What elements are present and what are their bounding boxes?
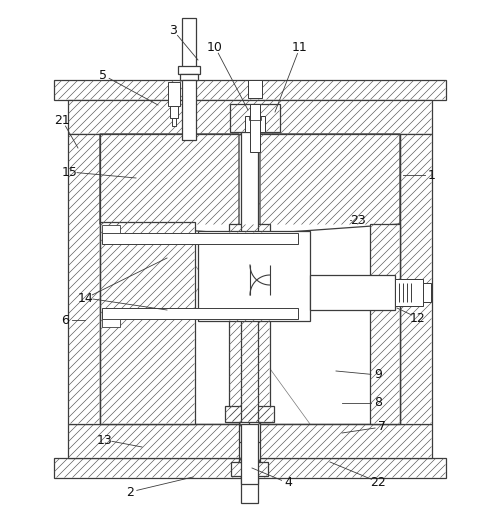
Bar bbox=[245, 116, 265, 132]
Bar bbox=[182, 18, 196, 80]
Bar bbox=[231, 462, 268, 476]
Bar bbox=[100, 134, 400, 424]
Text: 22: 22 bbox=[370, 476, 386, 488]
Text: 15: 15 bbox=[62, 165, 78, 179]
Bar bbox=[102, 225, 120, 233]
Text: 23: 23 bbox=[350, 213, 366, 226]
Text: 13: 13 bbox=[97, 434, 113, 447]
Bar bbox=[370, 224, 400, 424]
Text: 14: 14 bbox=[78, 292, 94, 305]
Bar bbox=[178, 66, 200, 74]
Bar bbox=[168, 82, 180, 106]
Text: 12: 12 bbox=[410, 311, 426, 324]
Bar bbox=[400, 134, 432, 424]
Bar bbox=[229, 224, 270, 233]
Bar bbox=[230, 104, 280, 132]
Text: 8: 8 bbox=[374, 396, 382, 410]
Bar bbox=[241, 424, 258, 484]
Bar bbox=[54, 80, 446, 100]
Text: 6: 6 bbox=[61, 313, 69, 326]
Bar bbox=[241, 478, 258, 503]
Polygon shape bbox=[100, 134, 239, 234]
Bar bbox=[100, 222, 195, 424]
Bar bbox=[100, 134, 400, 424]
Bar bbox=[310, 275, 395, 310]
Text: 1: 1 bbox=[428, 168, 436, 181]
Bar bbox=[182, 80, 196, 140]
Text: 11: 11 bbox=[292, 40, 308, 53]
Text: 10: 10 bbox=[207, 40, 223, 53]
Bar bbox=[102, 233, 298, 244]
Polygon shape bbox=[260, 134, 400, 234]
Text: 5: 5 bbox=[99, 68, 107, 81]
Bar bbox=[54, 458, 446, 478]
Text: 3: 3 bbox=[169, 23, 177, 36]
Bar bbox=[68, 424, 432, 458]
Bar bbox=[170, 106, 178, 118]
Bar bbox=[102, 319, 120, 327]
Bar bbox=[225, 406, 274, 422]
Bar bbox=[395, 279, 423, 306]
Bar bbox=[180, 74, 198, 80]
Text: 2: 2 bbox=[126, 485, 134, 498]
Bar bbox=[68, 134, 100, 424]
Bar bbox=[241, 132, 258, 430]
Text: 4: 4 bbox=[284, 477, 292, 490]
Bar bbox=[68, 100, 432, 134]
Text: 9: 9 bbox=[374, 368, 382, 381]
Bar bbox=[239, 422, 260, 462]
Bar bbox=[102, 308, 298, 319]
Bar bbox=[250, 104, 260, 152]
Bar bbox=[229, 319, 270, 422]
Bar bbox=[423, 283, 431, 302]
Bar bbox=[198, 231, 310, 321]
Bar bbox=[172, 118, 176, 126]
Text: 7: 7 bbox=[378, 421, 386, 434]
Text: 21: 21 bbox=[54, 113, 70, 126]
Bar bbox=[248, 80, 262, 98]
